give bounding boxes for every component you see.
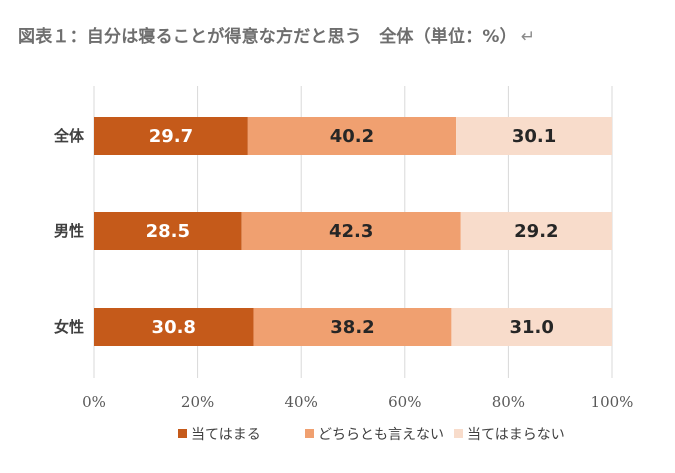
data-label: 29.7 <box>149 126 193 147</box>
x-tick-label: 60% <box>388 393 421 411</box>
x-tick-label: 20% <box>181 393 214 411</box>
bar-segment <box>460 212 612 250</box>
data-label: 28.5 <box>146 221 190 242</box>
chart-title-text: 図表１：自分は寝ることが得意な方だと思う 全体（単位：%） <box>18 27 517 47</box>
bar-segment <box>94 212 242 250</box>
data-label: 30.8 <box>152 317 196 338</box>
data-label: 30.1 <box>512 126 556 147</box>
legend-label: どちらとも言えない <box>318 427 444 443</box>
bar-segment <box>253 308 452 346</box>
chart-title: 図表１：自分は寝ることが得意な方だと思う 全体（単位：%） ↵ <box>18 22 535 47</box>
legend-label: 当てはまらない <box>467 427 565 443</box>
bar-segment <box>94 117 248 155</box>
data-label: 29.2 <box>514 221 558 242</box>
data-label: 31.0 <box>509 317 553 338</box>
bar-segment <box>456 117 612 155</box>
data-label: 40.2 <box>330 126 374 147</box>
return-mark-icon: ↵ <box>520 27 536 47</box>
category-label: 男性 <box>54 222 84 240</box>
category-label: 全体 <box>53 127 85 145</box>
bar-segment <box>241 212 461 250</box>
x-tick-label: 100% <box>591 393 634 411</box>
bar-segment <box>94 308 254 346</box>
x-tick-label: 0% <box>82 393 106 411</box>
bar-segment <box>247 117 457 155</box>
legend-label: 当てはまる <box>191 427 261 443</box>
data-label: 42.3 <box>329 221 373 242</box>
bar-segment <box>451 308 612 346</box>
legend-swatch <box>454 429 463 438</box>
legend-swatch <box>305 429 314 438</box>
x-tick-label: 40% <box>285 393 318 411</box>
legend-swatch <box>178 429 187 438</box>
x-tick-label: 80% <box>492 393 525 411</box>
category-label: 女性 <box>54 318 84 336</box>
data-label: 38.2 <box>330 317 374 338</box>
